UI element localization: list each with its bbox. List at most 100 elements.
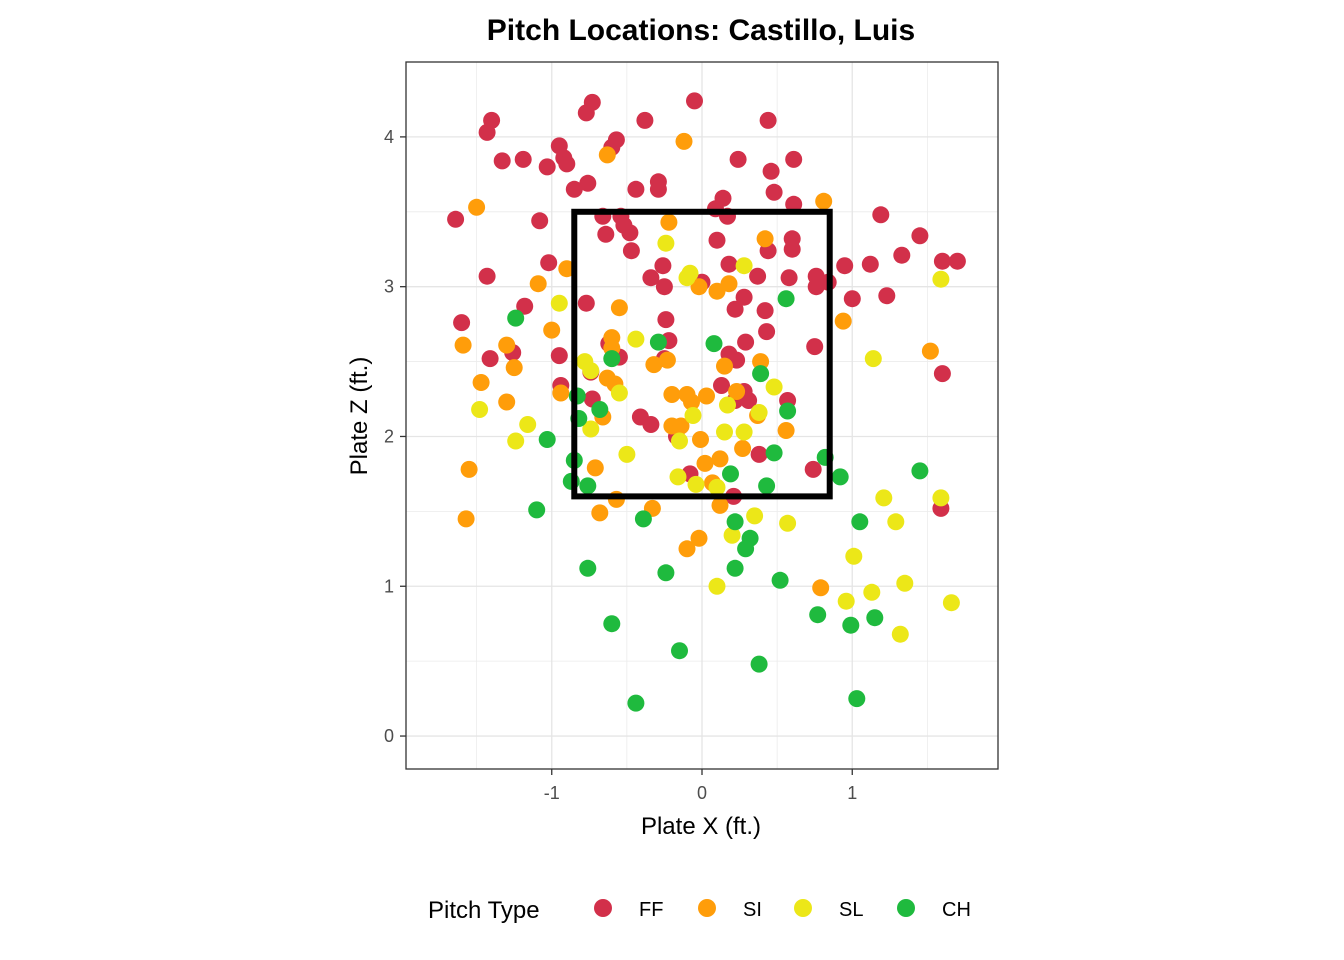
point-SL	[627, 330, 645, 348]
point-CH	[777, 290, 795, 308]
point-FF	[836, 257, 854, 275]
point-FF	[493, 152, 511, 170]
point-FF	[861, 255, 879, 273]
point-SI	[678, 540, 696, 558]
x-tick-label: 0	[697, 783, 707, 803]
point-SI	[752, 353, 770, 371]
point-SL	[618, 445, 636, 463]
point-CH	[726, 513, 744, 531]
point-CH	[779, 402, 797, 420]
data-points	[447, 92, 966, 712]
y-axis: 0 1 2 3 4	[384, 127, 406, 746]
point-FF	[893, 246, 911, 264]
point-SI	[586, 459, 604, 477]
point-FF	[516, 297, 534, 315]
point-FF	[878, 287, 896, 305]
point-FF	[478, 123, 496, 141]
point-FF	[785, 195, 803, 213]
point-SI	[472, 374, 490, 391]
point-FF	[726, 300, 744, 318]
point-CH	[507, 309, 525, 327]
point-FF	[785, 150, 803, 168]
point-FF	[806, 338, 824, 356]
point-SI	[692, 431, 709, 448]
point-CH	[591, 401, 609, 418]
point-CH	[579, 559, 597, 577]
point-SL	[708, 478, 726, 496]
point-FF	[750, 445, 768, 463]
point-SI	[468, 198, 486, 216]
point-CH	[842, 616, 860, 634]
point-FF	[804, 460, 822, 478]
point-FF	[780, 269, 798, 287]
point-FF	[783, 240, 801, 258]
point-FF	[740, 392, 758, 409]
point-SL	[687, 475, 705, 493]
legend-label-FF: FF	[639, 899, 663, 921]
point-SI	[690, 278, 708, 296]
point-SI	[505, 359, 523, 377]
point-SI	[610, 299, 628, 317]
legend-title: Pitch Type	[428, 897, 540, 924]
point-CH	[750, 655, 768, 673]
point-FF	[622, 242, 640, 260]
point-SI	[663, 386, 681, 403]
point-CH	[538, 431, 556, 448]
legend-key-CH	[897, 899, 915, 917]
point-SL	[750, 404, 768, 421]
point-CH	[831, 468, 849, 486]
point-FF	[514, 150, 532, 168]
point-FF	[720, 255, 738, 273]
point-SL	[471, 401, 489, 418]
point-SI	[812, 579, 830, 597]
point-SI	[728, 383, 746, 400]
point-SI	[777, 422, 795, 439]
point-CH	[765, 444, 783, 462]
x-tick-label: -1	[544, 783, 560, 803]
point-SI	[660, 213, 678, 231]
y-tick-label: 4	[384, 127, 394, 147]
point-SL	[610, 384, 628, 402]
point-SL	[932, 270, 950, 288]
point-SL	[932, 489, 950, 507]
y-tick-label: 2	[384, 426, 394, 446]
point-FF	[481, 350, 499, 368]
point-CH	[737, 540, 755, 558]
x-tick-label: 1	[847, 783, 857, 803]
point-SI	[460, 460, 478, 478]
point-FF	[597, 225, 615, 243]
point-CH	[866, 609, 884, 627]
point-SL	[779, 514, 797, 532]
point-SI	[734, 440, 752, 457]
y-tick-label: 0	[384, 726, 394, 746]
point-CH	[649, 333, 667, 351]
point-SI	[815, 192, 833, 210]
point-SI	[834, 312, 852, 330]
strike-zone-box	[571, 208, 833, 500]
point-SL	[735, 423, 753, 441]
point-CH	[848, 690, 866, 708]
point-FF	[933, 365, 951, 383]
grid	[406, 61, 998, 769]
point-FF	[758, 323, 776, 341]
point-SI	[552, 384, 570, 402]
point-SL	[669, 468, 687, 486]
point-SI	[675, 132, 693, 150]
point-FF	[933, 252, 951, 270]
point-CH	[579, 477, 597, 495]
point-FF	[565, 180, 583, 198]
point-SI	[690, 529, 708, 547]
point-FF	[713, 377, 730, 394]
point-SL	[891, 625, 909, 643]
point-FF	[627, 180, 645, 198]
point-FF	[531, 212, 549, 230]
point-SL	[684, 407, 702, 424]
point-FF	[911, 227, 929, 245]
point-SI	[711, 450, 729, 468]
point-SI	[498, 393, 516, 411]
point-FF	[478, 267, 496, 285]
point-FF	[735, 288, 753, 306]
point-SI	[645, 356, 663, 374]
point-CH	[634, 510, 652, 528]
